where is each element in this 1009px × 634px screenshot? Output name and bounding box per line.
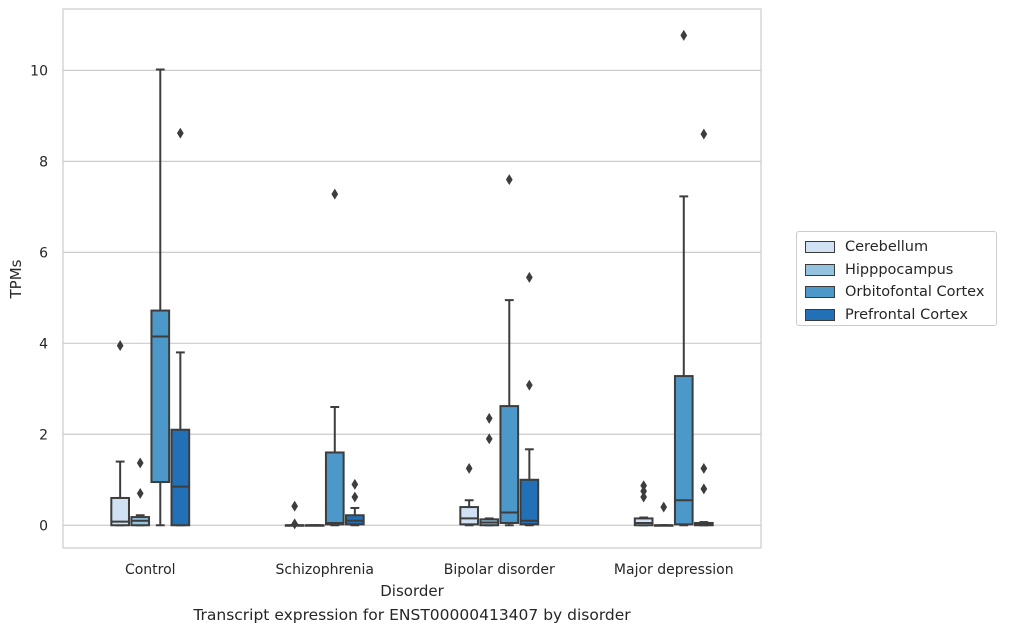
box-orbitofontal-cortex-bipolar-disorder <box>499 299 520 527</box>
legend-label-prefrontal-cortex: Prefrontal Cortex <box>845 306 968 323</box>
legend-item-orbitofrontal-cortex: Orbitofontal Cortex <box>805 281 996 304</box>
legend-item-prefrontal-cortex: Prefrontal Cortex <box>805 304 996 327</box>
outlier-prefrontal-cortex-control-0 <box>176 127 184 139</box>
box-prefrontal-cortex-schizophrenia <box>345 506 365 527</box>
outlier-orbitofontal-cortex-bipolar-disorder-0 <box>505 174 513 186</box>
x-tick-labels: Control Schizophrenia Bipolar disorder Majo… <box>125 562 734 578</box>
y-tick-label-10: 10 <box>30 63 48 79</box>
outlier-hipppocampus-control-0 <box>136 457 144 469</box>
box-prefrontal-cortex-control <box>170 351 191 527</box>
outlier-cerebellum-major-depression-2 <box>640 491 648 503</box>
outlier-hipppocampus-control-1 <box>136 487 144 499</box>
legend-label-orbitofrontal-cortex: Orbitofontal Cortex <box>845 284 985 301</box>
box-body <box>459 506 479 526</box>
box-hipppocampus-major-depression <box>653 524 674 527</box>
legend-label-cerebellum: Cerebellum <box>845 239 929 256</box>
legend-item-cerebellum: Cerebellum <box>805 236 996 259</box>
y-axis-title: TPMs <box>7 259 25 299</box>
box-body <box>633 517 654 527</box>
box-body <box>150 309 171 484</box>
box-prefrontal-cortex-bipolar-disorder <box>519 448 540 527</box>
box-body <box>519 478 540 526</box>
outlier-hipppocampus-bipolar-disorder-1 <box>485 433 493 445</box>
box-hipppocampus-schizophrenia <box>304 524 325 527</box>
y-tick-label-4: 4 <box>39 336 48 352</box>
outlier-prefrontal-cortex-schizophrenia-1 <box>351 491 359 503</box>
outlier-cerebellum-control-0 <box>116 340 124 352</box>
box-cerebellum-bipolar-disorder <box>459 499 479 527</box>
box-body <box>324 451 345 526</box>
x-tick-label-bipolar-disorder: Bipolar disorder <box>444 562 555 578</box>
box-orbitofontal-cortex-major-depression <box>673 195 694 527</box>
outlier-prefrontal-cortex-bipolar-disorder-0 <box>525 271 533 283</box>
outlier-cerebellum-bipolar-disorder-0 <box>465 462 473 474</box>
y-tick-label-0: 0 <box>39 518 48 534</box>
outlier-prefrontal-cortex-major-depression-0 <box>700 128 708 140</box>
x-tick-label-schizophrenia: Schizophrenia <box>276 562 374 578</box>
x-tick-label-major-depression: Major depression <box>614 562 734 578</box>
box-body <box>673 375 694 526</box>
outlier-prefrontal-cortex-bipolar-disorder-1 <box>525 379 533 391</box>
legend-swatch-hippocampus <box>805 263 835 276</box>
box-prefrontal-cortex-major-depression <box>694 521 714 527</box>
box-body <box>499 405 520 524</box>
box-cerebellum-major-depression <box>633 516 654 527</box>
legend-label-hippocampus: Hipppocampus <box>845 261 954 278</box>
legend: Cerebellum Hipppocampus Orbitofontal Cor… <box>796 231 997 326</box>
plot-frame <box>62 8 762 549</box>
y-tick-label-8: 8 <box>39 154 48 170</box>
y-tick-label-6: 6 <box>39 245 48 261</box>
y-tick-label-2: 2 <box>39 427 48 443</box>
box-groups <box>110 68 714 527</box>
outlier-prefrontal-cortex-major-depression-2 <box>700 483 708 495</box>
outlier-cerebellum-schizophrenia-1 <box>291 518 299 530</box>
figure-caption: Transcript expression for ENST0000041340… <box>193 606 631 624</box>
y-tick-labels: 0 2 4 6 8 10 <box>30 63 48 534</box>
legend-item-hippocampus: Hipppocampus <box>805 259 996 282</box>
outlier-cerebellum-major-depression-1 <box>640 485 648 497</box>
box-hipppocampus-control <box>130 514 151 527</box>
box-orbitofontal-cortex-schizophrenia <box>324 405 345 527</box>
outlier-prefrontal-cortex-major-depression-1 <box>700 462 708 474</box>
legend-swatch-cerebellum <box>805 241 835 254</box>
box-body <box>170 428 191 527</box>
box-hipppocampus-bipolar-disorder <box>479 517 500 527</box>
box-cerebellum-control <box>110 460 130 527</box>
box-orbitofontal-cortex-control <box>150 68 171 527</box>
outlier-prefrontal-cortex-schizophrenia-0 <box>351 478 359 490</box>
outlier-hipppocampus-major-depression-0 <box>660 501 668 513</box>
legend-swatch-orbitofrontal-cortex <box>805 286 835 299</box>
outlier-points <box>116 29 708 530</box>
x-tick-label-control: Control <box>125 562 176 578</box>
outlier-orbitofontal-cortex-major-depression-0 <box>680 29 688 41</box>
x-axis-title: Disorder <box>380 582 444 600</box>
outlier-hipppocampus-bipolar-disorder-0 <box>485 412 493 424</box>
outlier-cerebellum-schizophrenia-0 <box>291 500 299 512</box>
box-body <box>110 496 130 527</box>
legend-swatch-prefrontal-cortex <box>805 308 835 321</box>
outlier-orbitofontal-cortex-schizophrenia-0 <box>331 188 339 200</box>
